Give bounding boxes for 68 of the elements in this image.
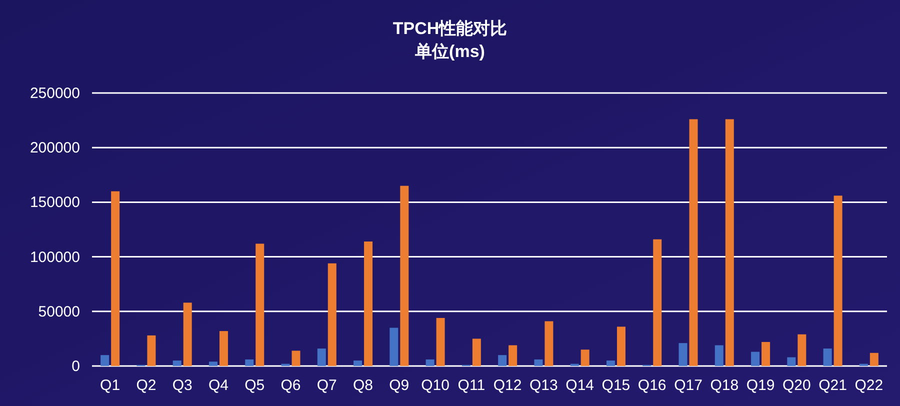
bar — [653, 239, 662, 366]
bar — [678, 343, 688, 366]
bar — [100, 355, 110, 366]
bar — [292, 350, 300, 366]
bar — [787, 357, 796, 366]
x-tick-label: Q12 — [493, 377, 522, 394]
bar — [498, 355, 507, 366]
bar — [208, 362, 218, 366]
y-tick-label: 250000 — [30, 85, 80, 102]
bar — [317, 348, 326, 366]
bar — [426, 359, 434, 366]
bar — [534, 359, 543, 366]
bar — [111, 191, 120, 366]
bar — [364, 242, 373, 366]
y-tick-label: 50000 — [38, 303, 80, 320]
bar — [183, 302, 192, 366]
x-tick-label: Q1 — [100, 377, 120, 394]
bar — [762, 342, 770, 366]
x-tick-label: Q8 — [353, 377, 374, 394]
bar — [751, 352, 760, 366]
bar — [580, 350, 590, 366]
x-tick-label: Q9 — [389, 377, 410, 394]
x-tick-label: Q7 — [316, 377, 337, 394]
bar — [834, 196, 842, 366]
chart-title: TPCH性能对比 — [392, 19, 508, 38]
bar — [436, 318, 445, 366]
bar — [544, 321, 554, 366]
bar — [870, 352, 878, 366]
x-tick-label: Q5 — [244, 377, 265, 394]
y-tick-label: 200000 — [30, 140, 80, 157]
x-tick-label: Q3 — [172, 377, 192, 394]
bar — [714, 345, 724, 366]
x-tick-label: Q21 — [818, 377, 847, 394]
y-tick-label: 150000 — [30, 194, 80, 212]
bar — [219, 331, 228, 366]
bar — [172, 360, 182, 366]
bar — [689, 119, 698, 366]
x-tick-label: Q19 — [746, 377, 775, 394]
bar — [472, 338, 481, 366]
x-tick-label: Q13 — [530, 377, 558, 394]
bar — [400, 186, 409, 366]
x-tick-label: Q4 — [208, 377, 228, 394]
bar — [328, 263, 336, 366]
x-tick-label: Q14 — [566, 377, 594, 394]
bar — [390, 328, 398, 366]
x-tick-label: Q6 — [280, 377, 301, 394]
bar — [606, 360, 615, 366]
x-tick-label: Q2 — [136, 377, 156, 394]
x-tick-label: Q16 — [638, 377, 666, 394]
x-tick-label: Q11 — [458, 377, 486, 394]
x-tick-label: Q17 — [674, 377, 702, 394]
y-tick-label: 0 — [72, 358, 80, 375]
bar — [823, 348, 832, 366]
x-tick-label: Q22 — [854, 377, 884, 394]
bar — [354, 360, 362, 366]
bar — [508, 345, 518, 366]
x-tick-label: Q18 — [710, 377, 739, 394]
bar — [256, 244, 264, 366]
bar — [616, 326, 626, 366]
bar — [725, 119, 734, 366]
bar — [798, 334, 806, 366]
x-tick-label: Q20 — [782, 377, 811, 394]
x-tick-label: Q15 — [602, 377, 630, 394]
y-tick-label: 100000 — [30, 248, 80, 266]
bar — [147, 335, 156, 366]
x-tick-label: Q10 — [421, 377, 450, 394]
chart-subtitle: 单位(ms) — [414, 42, 485, 61]
bar — [245, 359, 254, 366]
